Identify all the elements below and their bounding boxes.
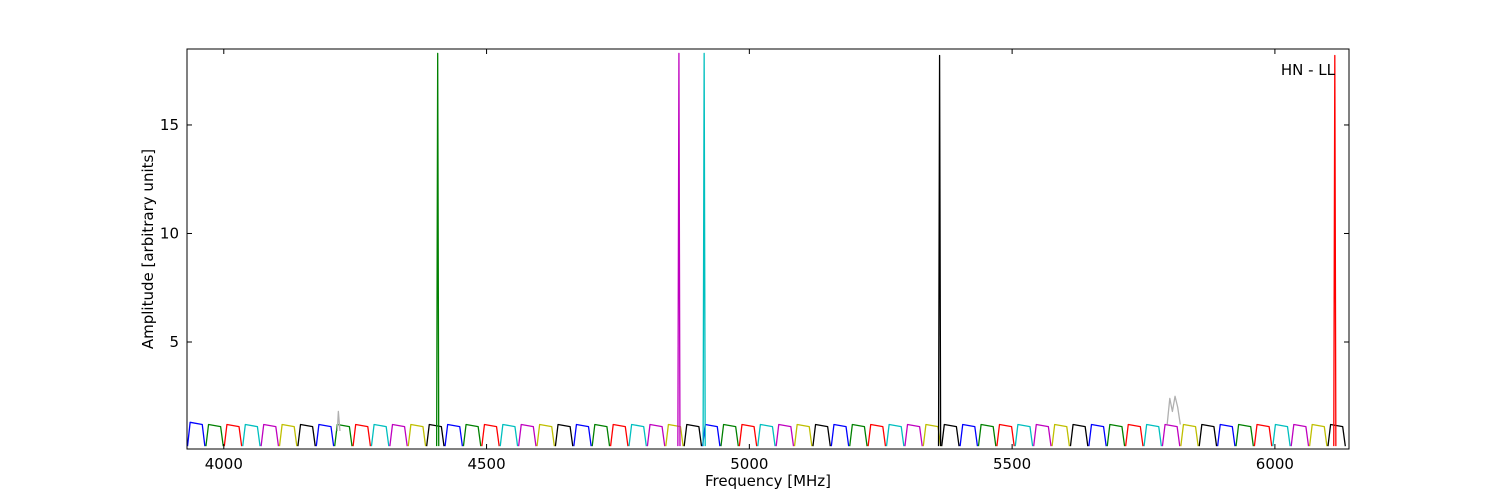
- line-series: [702, 52, 706, 447]
- line-series: [260, 423, 1310, 447]
- line-series: [223, 423, 1273, 447]
- line-series: [336, 395, 1181, 432]
- annotation: HN - LL: [1281, 61, 1336, 79]
- line-series: [297, 423, 1346, 447]
- line-series: [187, 421, 1236, 447]
- x-tick-label: 5000: [730, 455, 768, 473]
- plot-area: [187, 52, 1346, 447]
- x-tick-label: 4500: [467, 455, 505, 473]
- line-series: [278, 423, 1328, 447]
- y-tick-label: 10: [160, 224, 179, 242]
- axes-frame: [186, 48, 1350, 450]
- line-series: [242, 423, 1291, 447]
- line-series: [677, 52, 681, 447]
- y-tick-label: 5: [169, 333, 179, 351]
- y-tick-label: 15: [160, 116, 179, 134]
- line-series: [435, 52, 440, 447]
- line-series: [1333, 54, 1337, 447]
- line-series: [205, 423, 1254, 447]
- x-tick-label: 6000: [1256, 455, 1294, 473]
- line-series: [937, 54, 942, 447]
- x-axis-label: Frequency [MHz]: [705, 472, 831, 490]
- y-axis-label: Amplitude [arbitrary units]: [139, 149, 157, 349]
- x-tick-label: 5500: [993, 455, 1031, 473]
- x-tick-label: 4000: [205, 455, 243, 473]
